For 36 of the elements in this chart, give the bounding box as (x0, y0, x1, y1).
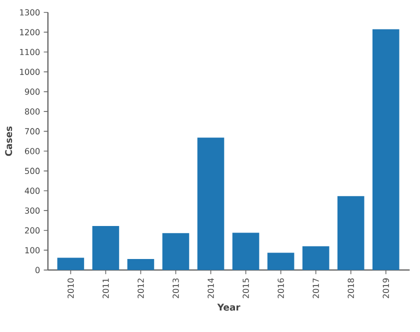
bar (372, 29, 400, 270)
bar (302, 246, 330, 270)
y-tick-label: 0 (35, 266, 40, 274)
y-tick-label: 1000 (20, 68, 40, 76)
x-axis-title: Year (217, 304, 240, 311)
bar (127, 259, 154, 270)
bar (267, 252, 294, 270)
y-tick-label: 1300 (20, 9, 40, 16)
x-tick-label: 2019 (382, 278, 389, 298)
x-tick-label: 2014 (208, 278, 214, 298)
x-tick-label: 2018 (348, 278, 354, 298)
y-tick-label: 800 (24, 108, 40, 115)
y-axis-title: Cases (5, 126, 12, 156)
bar (92, 226, 120, 270)
x-tick-label: 2010 (68, 278, 74, 298)
y-tick-label: 400 (24, 188, 40, 194)
bar (232, 232, 260, 270)
x-tick-label: 2016 (278, 278, 284, 298)
x-tick-label: 2012 (138, 278, 144, 298)
bar (162, 233, 190, 270)
y-tick-label: 600 (25, 148, 40, 154)
y-tick-label: 700 (25, 128, 40, 134)
y-tick-label: 1200 (20, 29, 40, 36)
y-tick-label: 200 (25, 227, 40, 234)
bar (337, 196, 364, 270)
y-tick-label: 1100 (20, 48, 40, 56)
y-tick-label: 500 (25, 168, 40, 174)
bar (57, 258, 84, 270)
y-tick-label: 300 (25, 208, 40, 214)
x-tick-label: 2013 (172, 278, 179, 298)
x-tick-label: 2015 (242, 278, 249, 298)
bar (197, 138, 224, 270)
x-tick-label: 2017 (312, 278, 319, 298)
y-tick-label: 900 (24, 88, 40, 95)
x-tick-label: 2011 (102, 278, 109, 298)
y-tick-label: 100 (25, 247, 40, 254)
